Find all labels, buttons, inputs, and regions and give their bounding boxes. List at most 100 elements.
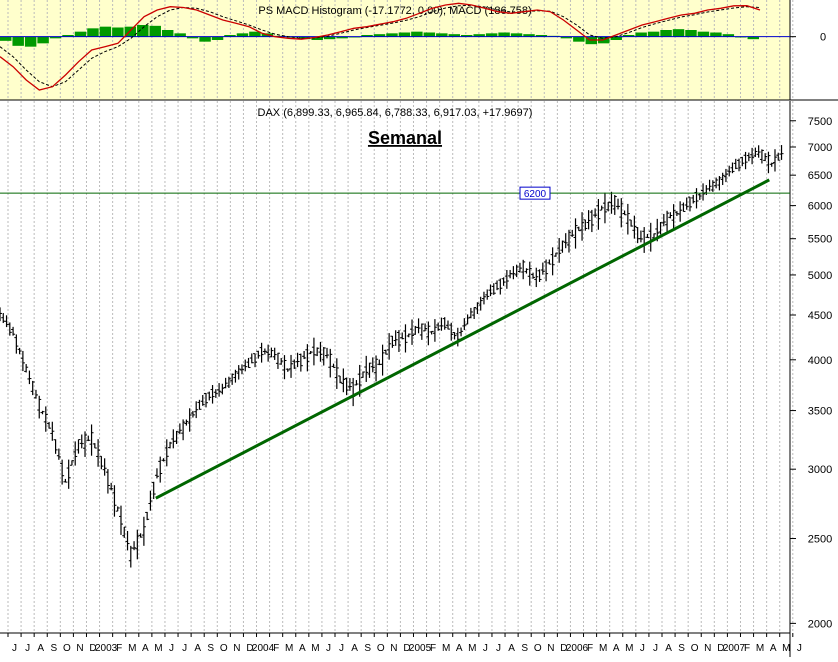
price-bar [697,192,702,200]
x-tick-label: F [587,643,593,654]
price-tick-label: 6000 [808,201,832,213]
price-bar [550,247,555,276]
x-tick-label: F [116,643,122,654]
price-bar [602,192,607,224]
price-bar [262,348,267,355]
price-bar [599,205,604,211]
price-tick-label: 7000 [808,142,832,154]
x-tick-label: A [665,643,672,654]
price-bar [671,204,676,230]
x-tick-label: F [744,643,750,654]
price-bar [544,259,549,282]
price-bar [521,259,526,280]
price-bar [416,318,421,334]
macd-histogram-bar [710,32,722,37]
price-bar [410,319,415,345]
chart-title: Semanal [368,128,442,148]
price-panel-background [0,101,790,633]
price-bar [43,406,48,432]
price-bar [619,198,624,228]
price-bar [282,355,287,380]
price-bar [112,485,117,517]
x-tick-label: 2003 [95,643,118,654]
price-bar [259,342,264,363]
price-bar [566,229,571,253]
macd-histogram-bar [448,34,460,37]
price-bar [181,419,186,441]
macd-histogram-bar [622,35,635,37]
price-bar [83,431,88,457]
price-tick-label: 4500 [808,310,832,322]
price-bar [256,350,261,359]
price-bar [517,262,522,273]
price-bar [285,368,290,372]
price-bar [616,198,621,210]
x-tick-label: A [770,643,777,654]
price-bar [246,357,251,369]
price-bar [459,327,464,337]
price-bar [393,330,398,346]
price-bar [148,490,153,511]
price-bar [746,152,751,162]
macd-histogram-bar [137,25,149,37]
price-bar [305,344,310,372]
x-tick-label: D [560,643,567,654]
macd-histogram-bar [24,36,37,47]
macd-histogram-bar [510,33,523,37]
price-bar [625,203,630,235]
price-bar [580,212,585,241]
macd-histogram-bar [124,26,137,37]
price-bar [92,443,97,449]
price-bar [141,516,146,546]
price-bar [737,158,742,172]
price-bar [534,267,539,288]
price-bar [207,391,212,401]
macd-histogram-bar [112,27,124,37]
price-bar [429,330,434,335]
price-bar [344,377,349,396]
price-bar [168,441,173,449]
support-trendline [155,178,770,500]
price-bar [213,389,218,398]
price-bar [426,321,431,346]
x-tick-label: 2006 [566,643,589,654]
price-bar [390,335,395,348]
price-bar [756,145,761,158]
x-tick-label: J [653,643,658,654]
price-bar [485,289,490,300]
price-bar [743,151,748,170]
price-bar [295,352,300,368]
macd-histogram-bar [523,34,535,37]
price-bar [308,351,313,355]
price-bar [740,156,745,167]
price-tick-label: 7500 [808,116,832,128]
x-tick-label: N [390,643,397,654]
price-bar [547,259,552,265]
price-bar [684,197,689,210]
price-bar [37,395,42,419]
price-bar [96,439,101,467]
macd-histogram-bar [74,31,87,37]
price-bars [0,145,784,568]
price-bar [69,460,74,466]
price-bar [694,188,699,209]
price-bar [475,302,480,314]
price-bar [498,278,503,295]
price-bar [190,410,195,418]
price-bar [481,291,486,305]
price-bar [701,183,706,201]
macd-histogram-bar [37,36,49,44]
price-bar [33,389,38,399]
price-bar [360,371,365,378]
price-bar [678,201,683,222]
price-bar [766,151,771,174]
price-bar [406,333,411,338]
price-bar [759,149,764,164]
price-bar [370,357,375,373]
price-bar [403,324,408,353]
price-bar [289,354,294,378]
price-bar [573,218,578,249]
x-tick-label: A [299,643,306,654]
price-bar [17,347,22,355]
macd-histogram-bar [87,28,99,37]
